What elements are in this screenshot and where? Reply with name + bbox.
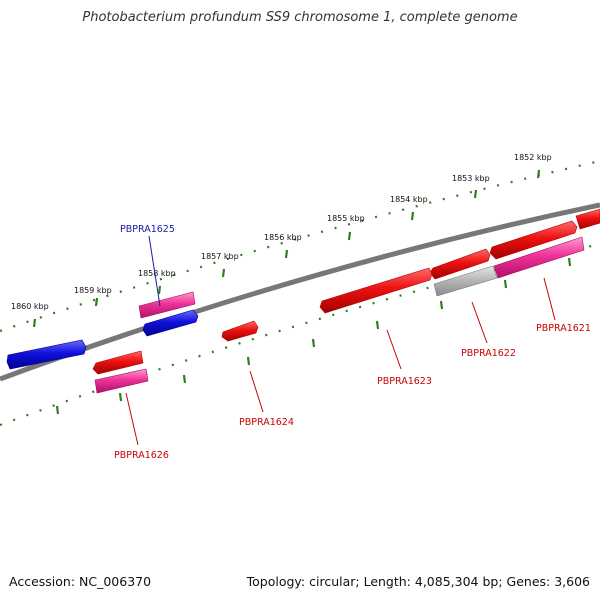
gene-feature[interactable] (221, 320, 259, 342)
accession-text: Accession: NC_006370 (9, 574, 152, 589)
gene-label-pbpra1623[interactable]: PBPRA1623 (377, 376, 432, 387)
scale-label-1860: 1860 kbp (11, 302, 49, 311)
scale-label-1856: 1856 kbp (264, 233, 302, 242)
forward-major-ticks (32, 169, 541, 328)
scale-label-1858: 1858 kbp (138, 269, 176, 278)
genome-summary-text: Topology: circular; Length: 4,085,304 bp… (246, 574, 590, 589)
gene-feature[interactable] (6, 339, 87, 370)
gene-label-pbpra1625[interactable]: PBPRA1625 (120, 224, 175, 235)
map-title: Photobacterium profundum SS9 chromosome … (82, 10, 518, 25)
leader-pbpra1624 (249, 370, 264, 413)
leader-pbpra1625 (148, 235, 161, 307)
gene-feature-pbpra1622[interactable] (433, 265, 498, 297)
gene-feature[interactable] (575, 208, 600, 230)
gene-feature[interactable] (489, 220, 578, 260)
gene-label-pbpra1622[interactable]: PBPRA1622 (461, 348, 516, 359)
leader-pbpra1623 (386, 329, 402, 370)
leader-pbpra1622 (471, 301, 488, 344)
gene-feature[interactable] (319, 267, 433, 314)
scale-label-1855: 1855 kbp (327, 214, 365, 223)
gene-label-pbpra1624[interactable]: PBPRA1624 (239, 417, 294, 428)
gene-feature[interactable] (94, 368, 149, 394)
leader-pbpra1626 (125, 392, 139, 446)
scale-label-1854: 1854 kbp (390, 195, 428, 204)
label-leaders (125, 235, 556, 446)
reverse-major-ticks (55, 257, 572, 415)
gene-feature[interactable] (493, 236, 585, 279)
scale-label-1852: 1852 kbp (514, 153, 552, 162)
scale-label-1859: 1859 kbp (74, 286, 112, 295)
scale-label-1853: 1853 kbp (452, 174, 490, 183)
gene-label-pbpra1621[interactable]: PBPRA1621 (536, 323, 591, 334)
scale-label-1857: 1857 kbp (201, 252, 239, 261)
gene-feature-pbpra1625[interactable] (142, 309, 199, 337)
gene-feature-pbpra1626[interactable] (92, 350, 144, 375)
gene-feature[interactable] (138, 291, 196, 319)
gene-label-pbpra1626[interactable]: PBPRA1626 (114, 450, 169, 461)
leader-pbpra1621 (543, 277, 556, 321)
